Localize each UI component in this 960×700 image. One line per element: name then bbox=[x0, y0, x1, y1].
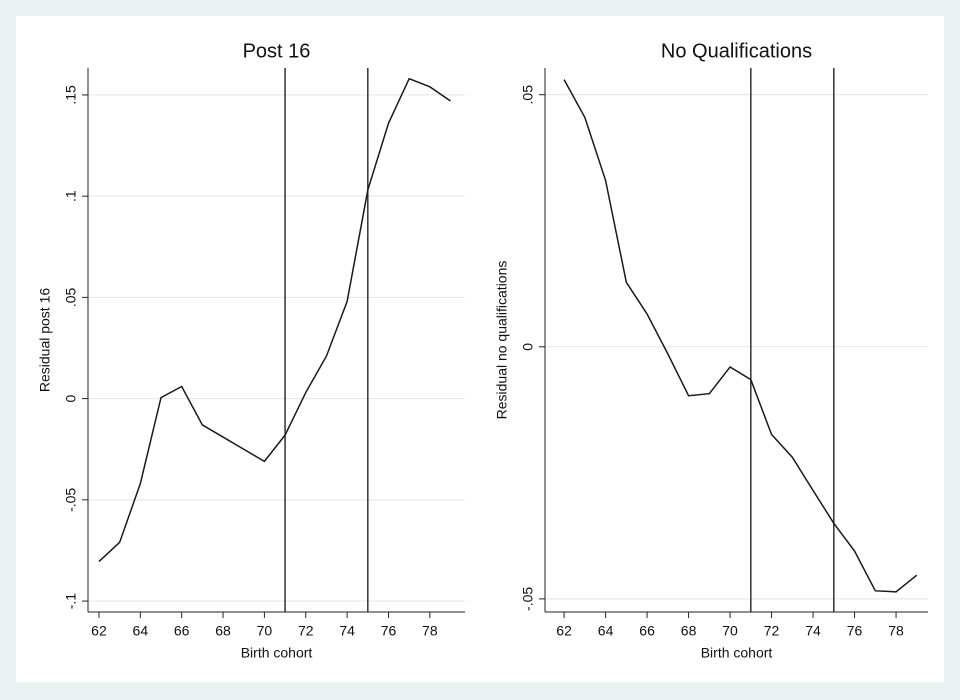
y-axis-title: Residual post 16 bbox=[37, 288, 53, 393]
y-tick-label: -.1 bbox=[63, 593, 79, 610]
x-axis-title: Birth cohort bbox=[241, 645, 313, 661]
y-tick-label: 0 bbox=[520, 343, 536, 351]
x-tick-label: 78 bbox=[888, 623, 904, 639]
x-tick-label: 74 bbox=[339, 623, 355, 639]
chart-title: Post 16 bbox=[243, 40, 311, 62]
x-tick-label: 70 bbox=[257, 623, 273, 639]
x-tick-label: 68 bbox=[681, 623, 697, 639]
y-tick-label: .1 bbox=[63, 190, 79, 202]
x-tick-label: 70 bbox=[722, 623, 738, 639]
figure-background bbox=[16, 16, 944, 682]
x-tick-label: 62 bbox=[556, 623, 572, 639]
y-tick-label: .05 bbox=[63, 287, 79, 307]
chart-title: No Qualifications bbox=[661, 40, 812, 62]
x-tick-label: 76 bbox=[847, 623, 863, 639]
x-tick-label: 72 bbox=[298, 623, 314, 639]
data-line bbox=[98, 77, 451, 563]
x-axis-title: Birth cohort bbox=[701, 645, 773, 661]
x-tick-label: 66 bbox=[174, 623, 190, 639]
y-tick-label: .05 bbox=[520, 85, 536, 105]
data-line bbox=[563, 79, 918, 593]
x-tick-label: 62 bbox=[91, 623, 107, 639]
x-tick-label: 64 bbox=[598, 623, 614, 639]
y-tick-label: -.05 bbox=[63, 488, 79, 512]
y-tick-label: 0 bbox=[63, 395, 79, 403]
x-tick-label: 64 bbox=[133, 623, 149, 639]
x-tick-label: 76 bbox=[381, 623, 397, 639]
x-tick-label: 66 bbox=[639, 623, 655, 639]
x-tick-label: 74 bbox=[805, 623, 821, 639]
y-tick-label: -.05 bbox=[520, 587, 536, 611]
x-tick-label: 78 bbox=[422, 623, 438, 639]
y-axis-title: Residual no qualifications bbox=[494, 261, 510, 420]
x-tick-label: 68 bbox=[215, 623, 231, 639]
y-tick-label: .15 bbox=[63, 85, 79, 105]
x-tick-label: 72 bbox=[764, 623, 780, 639]
